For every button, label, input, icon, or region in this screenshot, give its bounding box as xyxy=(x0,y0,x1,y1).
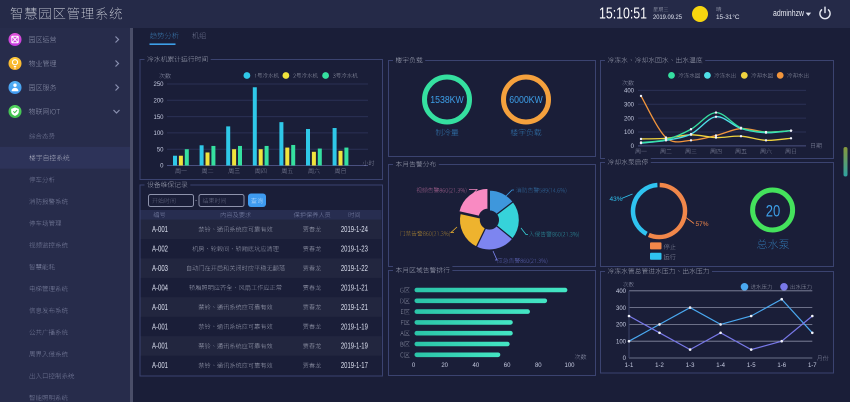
svg-text:200: 200 xyxy=(624,116,635,122)
svg-text:1-1: 1-1 xyxy=(625,363,634,369)
svg-text:250: 250 xyxy=(153,82,164,88)
svg-text:100: 100 xyxy=(564,363,575,369)
svg-text:A-003: A-003 xyxy=(152,264,168,273)
svg-text:15-31°C: 15-31°C xyxy=(716,13,740,21)
svg-text:2019-1-22: 2019-1-22 xyxy=(341,264,368,273)
svg-text:-: - xyxy=(195,198,198,205)
svg-text:400: 400 xyxy=(616,289,627,295)
svg-text:A-001: A-001 xyxy=(152,225,168,234)
svg-text:1-2: 1-2 xyxy=(655,363,664,369)
svg-text:2019.09.25: 2019.09.25 xyxy=(653,14,682,21)
svg-text:1538KW: 1538KW xyxy=(430,95,464,106)
svg-text:300: 300 xyxy=(624,102,635,108)
svg-text:2019-1-19: 2019-1-19 xyxy=(341,342,368,351)
svg-text:1-5: 1-5 xyxy=(747,363,756,369)
svg-text:57%: 57% xyxy=(696,221,709,228)
svg-text:1-4: 1-4 xyxy=(716,363,725,369)
svg-text:2019-1-21: 2019-1-21 xyxy=(341,303,368,312)
svg-text:2019-1-24: 2019-1-24 xyxy=(341,225,368,234)
svg-text:6000KW: 6000KW xyxy=(509,95,543,106)
svg-text:0: 0 xyxy=(631,144,635,150)
svg-text:300: 300 xyxy=(616,306,627,312)
svg-text:40: 40 xyxy=(473,363,480,369)
svg-text:1-7: 1-7 xyxy=(808,363,817,369)
svg-text:15:10:51: 15:10:51 xyxy=(599,6,647,23)
svg-text:0: 0 xyxy=(412,363,416,369)
svg-text:100: 100 xyxy=(616,339,627,345)
svg-text:A-001: A-001 xyxy=(152,303,168,312)
svg-text:150: 150 xyxy=(153,115,164,121)
svg-text:100: 100 xyxy=(153,131,164,137)
svg-text:A-001: A-001 xyxy=(152,361,168,370)
svg-text:2019-1-21: 2019-1-21 xyxy=(341,283,368,292)
svg-text:A-001: A-001 xyxy=(152,342,168,351)
svg-text:20: 20 xyxy=(441,363,448,369)
svg-text:20: 20 xyxy=(766,202,781,221)
svg-text:A-002: A-002 xyxy=(152,244,168,253)
svg-text:60: 60 xyxy=(504,363,511,369)
svg-text:0: 0 xyxy=(160,164,164,170)
svg-text:A-001: A-001 xyxy=(152,322,168,331)
svg-text:1-3: 1-3 xyxy=(686,363,695,369)
svg-text:adminhzw: adminhzw xyxy=(773,8,804,18)
svg-text:400: 400 xyxy=(624,89,635,95)
svg-text:2019-1-19: 2019-1-19 xyxy=(341,322,368,331)
svg-text:43%: 43% xyxy=(610,196,623,203)
svg-text:2019-1-23: 2019-1-23 xyxy=(341,244,368,253)
svg-text:50: 50 xyxy=(157,147,164,153)
svg-text:200: 200 xyxy=(153,99,164,105)
svg-text:0: 0 xyxy=(623,356,627,362)
svg-text:2019-1-17: 2019-1-17 xyxy=(341,361,368,370)
svg-text:200: 200 xyxy=(616,323,627,329)
svg-text:100: 100 xyxy=(624,130,635,136)
svg-text:80: 80 xyxy=(535,363,542,369)
svg-text:A-004: A-004 xyxy=(152,283,168,292)
svg-text:1-6: 1-6 xyxy=(777,363,786,369)
